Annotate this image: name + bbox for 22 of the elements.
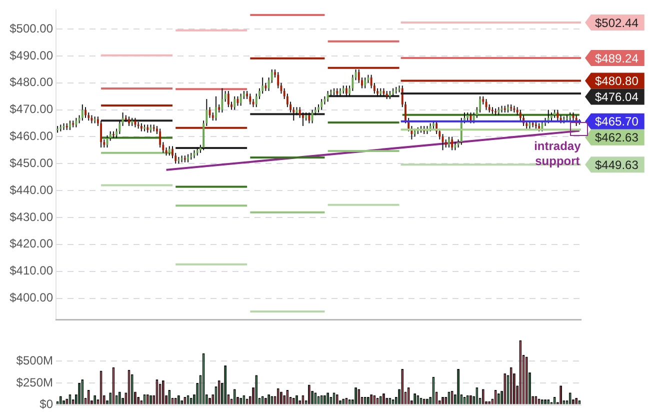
y-tick-label: $450.00 [10, 156, 54, 170]
y-tick-label: $440.00 [10, 182, 54, 197]
y-tick-label: $500M [16, 353, 53, 368]
y-tick-label: $410.00 [10, 264, 54, 278]
y-tick-label: $0 [40, 397, 54, 412]
y-tick-label: $430.00 [10, 210, 54, 224]
ref-line-label: $489.24 [595, 51, 639, 66]
ref-line-label: $476.04 [595, 90, 639, 104]
y-tick-label: $420.00 [10, 236, 54, 251]
y-tick-label: $500.00 [10, 21, 54, 36]
ref-line-label: $462.63 [595, 130, 639, 145]
y-tick-label: $490.00 [10, 48, 54, 62]
ref-line-label: $480.80 [595, 74, 639, 88]
annotation: intraday support [534, 139, 582, 168]
y-tick-label: $480.00 [10, 75, 54, 90]
ref-line-label: $502.44 [595, 16, 639, 30]
y-tick-label: $400.00 [10, 290, 54, 305]
y-tick-label: $250M [16, 375, 53, 390]
ref-line-label: $449.63 [595, 158, 639, 172]
y-tick-label: $460.00 [10, 129, 54, 144]
ref-line-label: $465.70 [595, 114, 639, 129]
y-tick-label: $470.00 [10, 102, 54, 116]
